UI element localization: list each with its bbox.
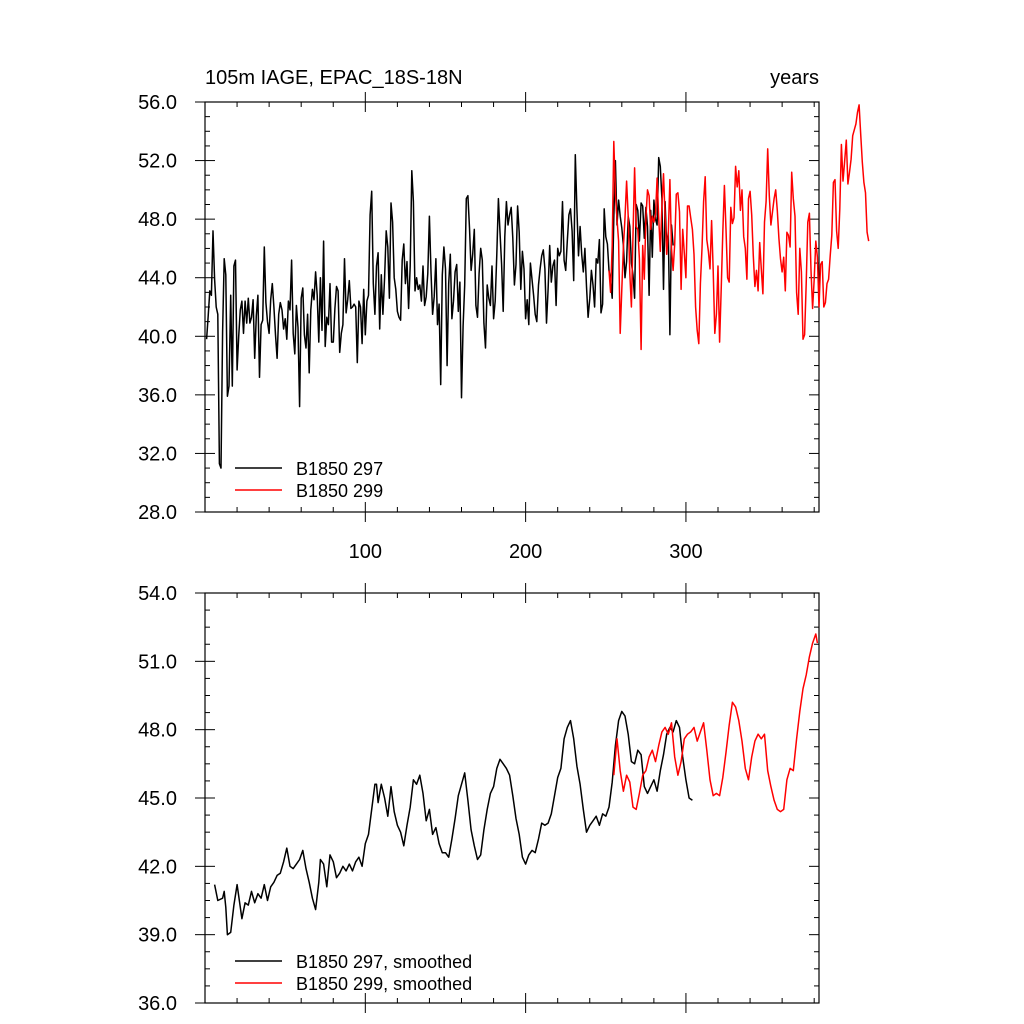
top-x-axis: 100 200 300: [236, 92, 815, 563]
bottom-series-line-297: [213, 710, 693, 936]
bottom-x-axis: [236, 583, 815, 1013]
bottom-ytick-label: 36.0: [138, 993, 177, 1015]
bottom-legend-label-299: B1850 299, smoothed: [296, 974, 472, 994]
top-xtick-label: 300: [669, 541, 702, 563]
bottom-ytick-label: 48.0: [138, 720, 177, 742]
top-legend-label-299: B1850 299: [296, 481, 383, 501]
bottom-ytick-label: 42.0: [138, 856, 177, 878]
top-legend: B1850 297 B1850 299: [235, 459, 383, 501]
bottom-series-line-299: [613, 633, 819, 813]
top-series-line-297: [205, 153, 674, 469]
top-ytick-label: 52.0: [138, 151, 177, 173]
top-ytick-label: 40.0: [138, 326, 177, 348]
top-series-group: [205, 104, 870, 469]
bottom-plot-frame: [204, 592, 820, 1004]
top-ytick-label: 48.0: [138, 209, 177, 231]
top-y-axis: 28.0 32.0 36.0 40.0 44.0 48.0 52.0 56.0: [138, 92, 819, 524]
top-xtick-label: 100: [349, 541, 382, 563]
top-title-left: 105m IAGE, EPAC_18S-18N: [205, 67, 463, 89]
top-ytick-label: 36.0: [138, 385, 177, 407]
bottom-legend-label-297: B1850 297, smoothed: [296, 952, 472, 972]
bottom-ytick-label: 54.0: [138, 583, 177, 605]
top-ytick-label: 28.0: [138, 502, 177, 524]
bottom-ytick-label: 39.0: [138, 925, 177, 947]
top-ytick-label: 56.0: [138, 92, 177, 114]
bottom-ytick-label: 45.0: [138, 788, 177, 810]
top-legend-label-297: B1850 297: [296, 459, 383, 479]
bottom-y-axis: 36.0 39.0 42.0 45.0 48.0 51.0 54.0: [138, 583, 819, 1015]
bottom-ytick-label: 51.0: [138, 651, 177, 673]
top-series-line-299: [608, 104, 870, 351]
bottom-series-group: [213, 633, 819, 936]
top-panel: 105m IAGE, EPAC_18S-18N years 28.0 32.0 36…: [138, 67, 870, 563]
bottom-panel: 36.0 39.0 42.0 45.0 48.0 51.0 54.0 B1850 297, …: [138, 583, 820, 1015]
top-ytick-label: 32.0: [138, 443, 177, 465]
top-title-right: years: [770, 67, 819, 89]
bottom-legend: B1850 297, smoothed B1850 299, smoothed: [235, 952, 472, 994]
top-xtick-label: 200: [509, 541, 542, 563]
top-ytick-label: 44.0: [138, 268, 177, 290]
